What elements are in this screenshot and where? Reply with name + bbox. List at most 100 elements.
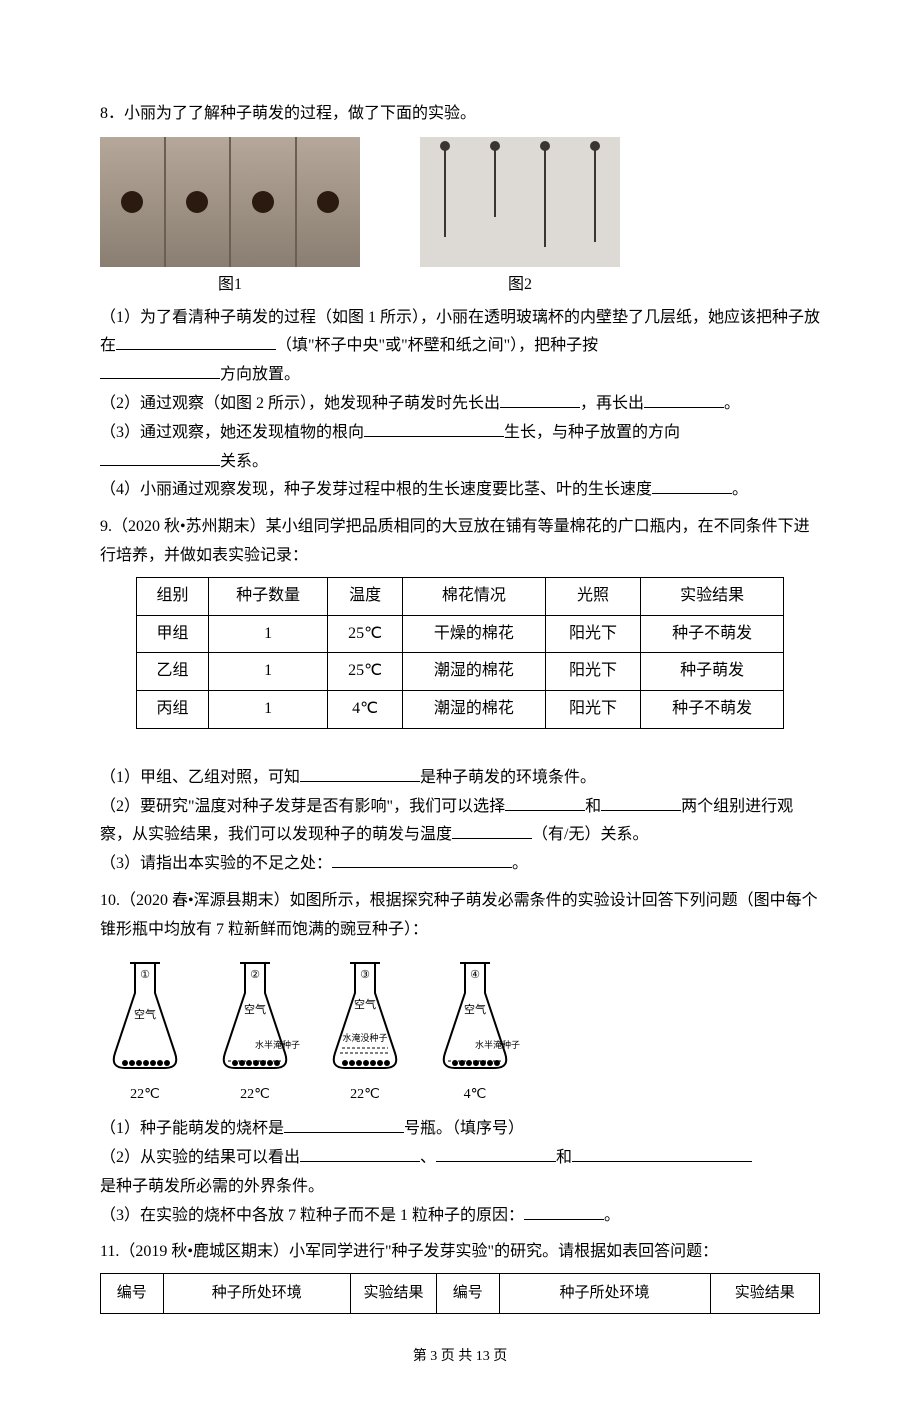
q11-title: 11.（2019 秋•鹿城区期末）小军同学进行"种子发芽实验"的研究。请根据如表…: [100, 1238, 820, 1267]
td: 丙组: [137, 691, 209, 729]
td: 4℃: [328, 691, 403, 729]
blank: [100, 378, 220, 379]
th: 种子所处环境: [163, 1274, 351, 1314]
flask-1: ① 空气 22℃: [100, 953, 190, 1108]
flask-icon: ② 空气 水半淹种子: [210, 953, 300, 1073]
q8-image1-block: 图1: [100, 137, 360, 300]
q8-p3c: 关系。: [220, 453, 268, 470]
blank: [644, 407, 724, 408]
th: 种子所处环境: [499, 1274, 710, 1314]
td: 种子不萌发: [641, 691, 784, 729]
q10-flasks: ① 空气 22℃ ② 空气 水半淹种子 22℃: [100, 953, 820, 1108]
blank: [572, 1161, 752, 1162]
svg-text:④: ④: [470, 969, 480, 981]
q8-p2b: ，再长出: [580, 395, 644, 412]
blank: [300, 781, 420, 782]
q8-p3a: （3）通过观察，她还发现植物的根向: [100, 424, 364, 441]
th: 光照: [545, 577, 641, 615]
blank: [652, 493, 732, 494]
flask-icon: ① 空气: [100, 953, 190, 1073]
q10-p2c: 和: [556, 1149, 572, 1166]
blank: [524, 1219, 604, 1220]
td: 1: [209, 653, 328, 691]
q9-p3a: （3）请指出本实验的不足之处：: [100, 855, 332, 872]
q10-p1a: （1）种子能萌发的烧杯是: [100, 1120, 284, 1137]
q8-image2-caption: 图2: [420, 271, 620, 300]
svg-text:水半淹种子: 水半淹种子: [255, 1039, 300, 1050]
q8-image2: [420, 137, 620, 267]
td: 干燥的棉花: [403, 615, 546, 653]
blank: [436, 1161, 556, 1162]
q9-p1a: （1）甲组、乙组对照，可知: [100, 769, 300, 786]
flask-icon: ③ 空气 水淹没种子: [320, 953, 410, 1073]
td: 潮湿的棉花: [403, 691, 546, 729]
svg-text:空气: 空气: [354, 997, 376, 1011]
q8-sub2: （2）通过观察（如图 2 所示），她发现种子萌发时先长出 ，再长出 。: [100, 390, 820, 419]
td: 阳光下: [545, 615, 641, 653]
blank: [500, 407, 580, 408]
th: 实验结果: [351, 1274, 437, 1314]
q10-p2d: 是种子萌发所必需的外界条件。: [100, 1178, 324, 1195]
question-9: 9.（2020 秋•苏州期末）某小组同学把品质相同的大豆放在铺有等量棉花的广口瓶…: [100, 513, 820, 879]
q8-p4a: （4）小丽通过观察发现，种子发芽过程中根的生长速度要比茎、叶的生长速度: [100, 481, 652, 498]
q8-p2a: （2）通过观察（如图 2 所示），她发现种子萌发时先长出: [100, 395, 500, 412]
th: 棉花情况: [403, 577, 546, 615]
q9-p2d: （有/无）关系。: [532, 826, 648, 843]
q9-p3b: 。: [512, 855, 528, 872]
q10-sub3: （3）在实验的烧杯中各放 7 粒种子而不是 1 粒种子的原因：。: [100, 1202, 820, 1231]
td: 甲组: [137, 615, 209, 653]
q8-p1b: （填"杯子中央"或"杯壁和纸之间"），把种子按: [276, 337, 598, 354]
seeds: [122, 1060, 170, 1066]
flask-num: ①: [140, 969, 150, 981]
th: 实验结果: [641, 577, 784, 615]
flask-3: ③ 空气 水淹没种子 22℃: [320, 953, 410, 1108]
flask-2: ② 空气 水半淹种子 22℃: [210, 953, 300, 1108]
q8-sub1: （1）为了看清种子萌发的过程（如图 1 所示），小丽在透明玻璃杯的内壁垫了几层纸…: [100, 304, 820, 390]
q8-sub3: （3）通过观察，她还发现植物的根向 生长，与种子放置的方向 关系。: [100, 419, 820, 477]
th: 温度: [328, 577, 403, 615]
question-10: 10.（2020 春•浑源县期末）如图所示，根据探究种子萌发必需条件的实验设计回…: [100, 887, 820, 1230]
flask-temp: 4℃: [430, 1082, 520, 1107]
q10-title: 10.（2020 春•浑源县期末）如图所示，根据探究种子萌发必需条件的实验设计回…: [100, 887, 820, 945]
blank: [332, 867, 512, 868]
flask-icon: ④ 空气 水半淹种子: [430, 953, 520, 1073]
q9-p1b: 是种子萌发的环境条件。: [420, 769, 596, 786]
q8-image2-block: 图2: [420, 137, 620, 300]
blank: [364, 436, 504, 437]
flask-4: ④ 空气 水半淹种子 4℃: [430, 953, 520, 1108]
q10-p1b: 号瓶。（填序号）: [404, 1120, 524, 1137]
flask-temp: 22℃: [320, 1082, 410, 1107]
table-row: 丙组 1 4℃ 潮湿的棉花 阳光下 种子不萌发: [137, 691, 784, 729]
q10-sub1: （1）种子能萌发的烧杯是 号瓶。（填序号）: [100, 1115, 820, 1144]
q9-sub2: （2）要研究"温度对种子发芽是否有影响"，我们可以选择和两个组别进行观察，从实验…: [100, 793, 820, 851]
flask-air: 空气: [134, 1007, 156, 1021]
blank: [100, 465, 220, 466]
q8-p2c: 。: [724, 395, 740, 412]
q9-p2b: 和: [585, 798, 601, 815]
blank: [452, 838, 532, 839]
q8-image1: [100, 137, 360, 267]
flask-temp: 22℃: [210, 1082, 300, 1107]
q9-table: 组别 种子数量 温度 棉花情况 光照 实验结果 甲组 1 25℃ 干燥的棉花 阳…: [136, 577, 784, 729]
th: 编号: [437, 1274, 500, 1314]
q10-sub2: （2）从实验的结果可以看出、和是种子萌发所必需的外界条件。: [100, 1144, 820, 1202]
q10-p2a: （2）从实验的结果可以看出: [100, 1149, 300, 1166]
svg-text:②: ②: [250, 969, 260, 981]
td: 25℃: [328, 653, 403, 691]
blank: [601, 810, 681, 811]
svg-text:水淹没种子: 水淹没种子: [342, 1032, 387, 1043]
q8-title: 8．小丽为了了解种子萌发的过程，做了下面的实验。: [100, 100, 820, 129]
q8-p3b: 生长，与种子放置的方向: [504, 424, 680, 441]
q9-title: 9.（2020 秋•苏州期末）某小组同学把品质相同的大豆放在铺有等量棉花的广口瓶…: [100, 513, 820, 571]
svg-text:③: ③: [360, 969, 370, 981]
blank: [284, 1132, 404, 1133]
th: 组别: [137, 577, 209, 615]
q9-sub3: （3）请指出本实验的不足之处： 。: [100, 850, 820, 879]
table-row: 乙组 1 25℃ 潮湿的棉花 阳光下 种子萌发: [137, 653, 784, 691]
q8-image1-caption: 图1: [100, 271, 360, 300]
td: 25℃: [328, 615, 403, 653]
q9-sub1: （1）甲组、乙组对照，可知 是种子萌发的环境条件。: [100, 764, 820, 793]
q11-table: 编号 种子所处环境 实验结果 编号 种子所处环境 实验结果: [100, 1273, 820, 1314]
th: 种子数量: [209, 577, 328, 615]
flask-temp: 22℃: [100, 1082, 190, 1107]
